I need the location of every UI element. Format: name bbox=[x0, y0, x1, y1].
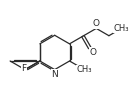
Text: F: F bbox=[21, 64, 27, 73]
Text: CH₃: CH₃ bbox=[114, 24, 129, 33]
Text: N: N bbox=[51, 70, 58, 79]
Text: CH₃: CH₃ bbox=[77, 65, 92, 74]
Text: O: O bbox=[90, 48, 97, 57]
Text: O: O bbox=[93, 19, 100, 28]
